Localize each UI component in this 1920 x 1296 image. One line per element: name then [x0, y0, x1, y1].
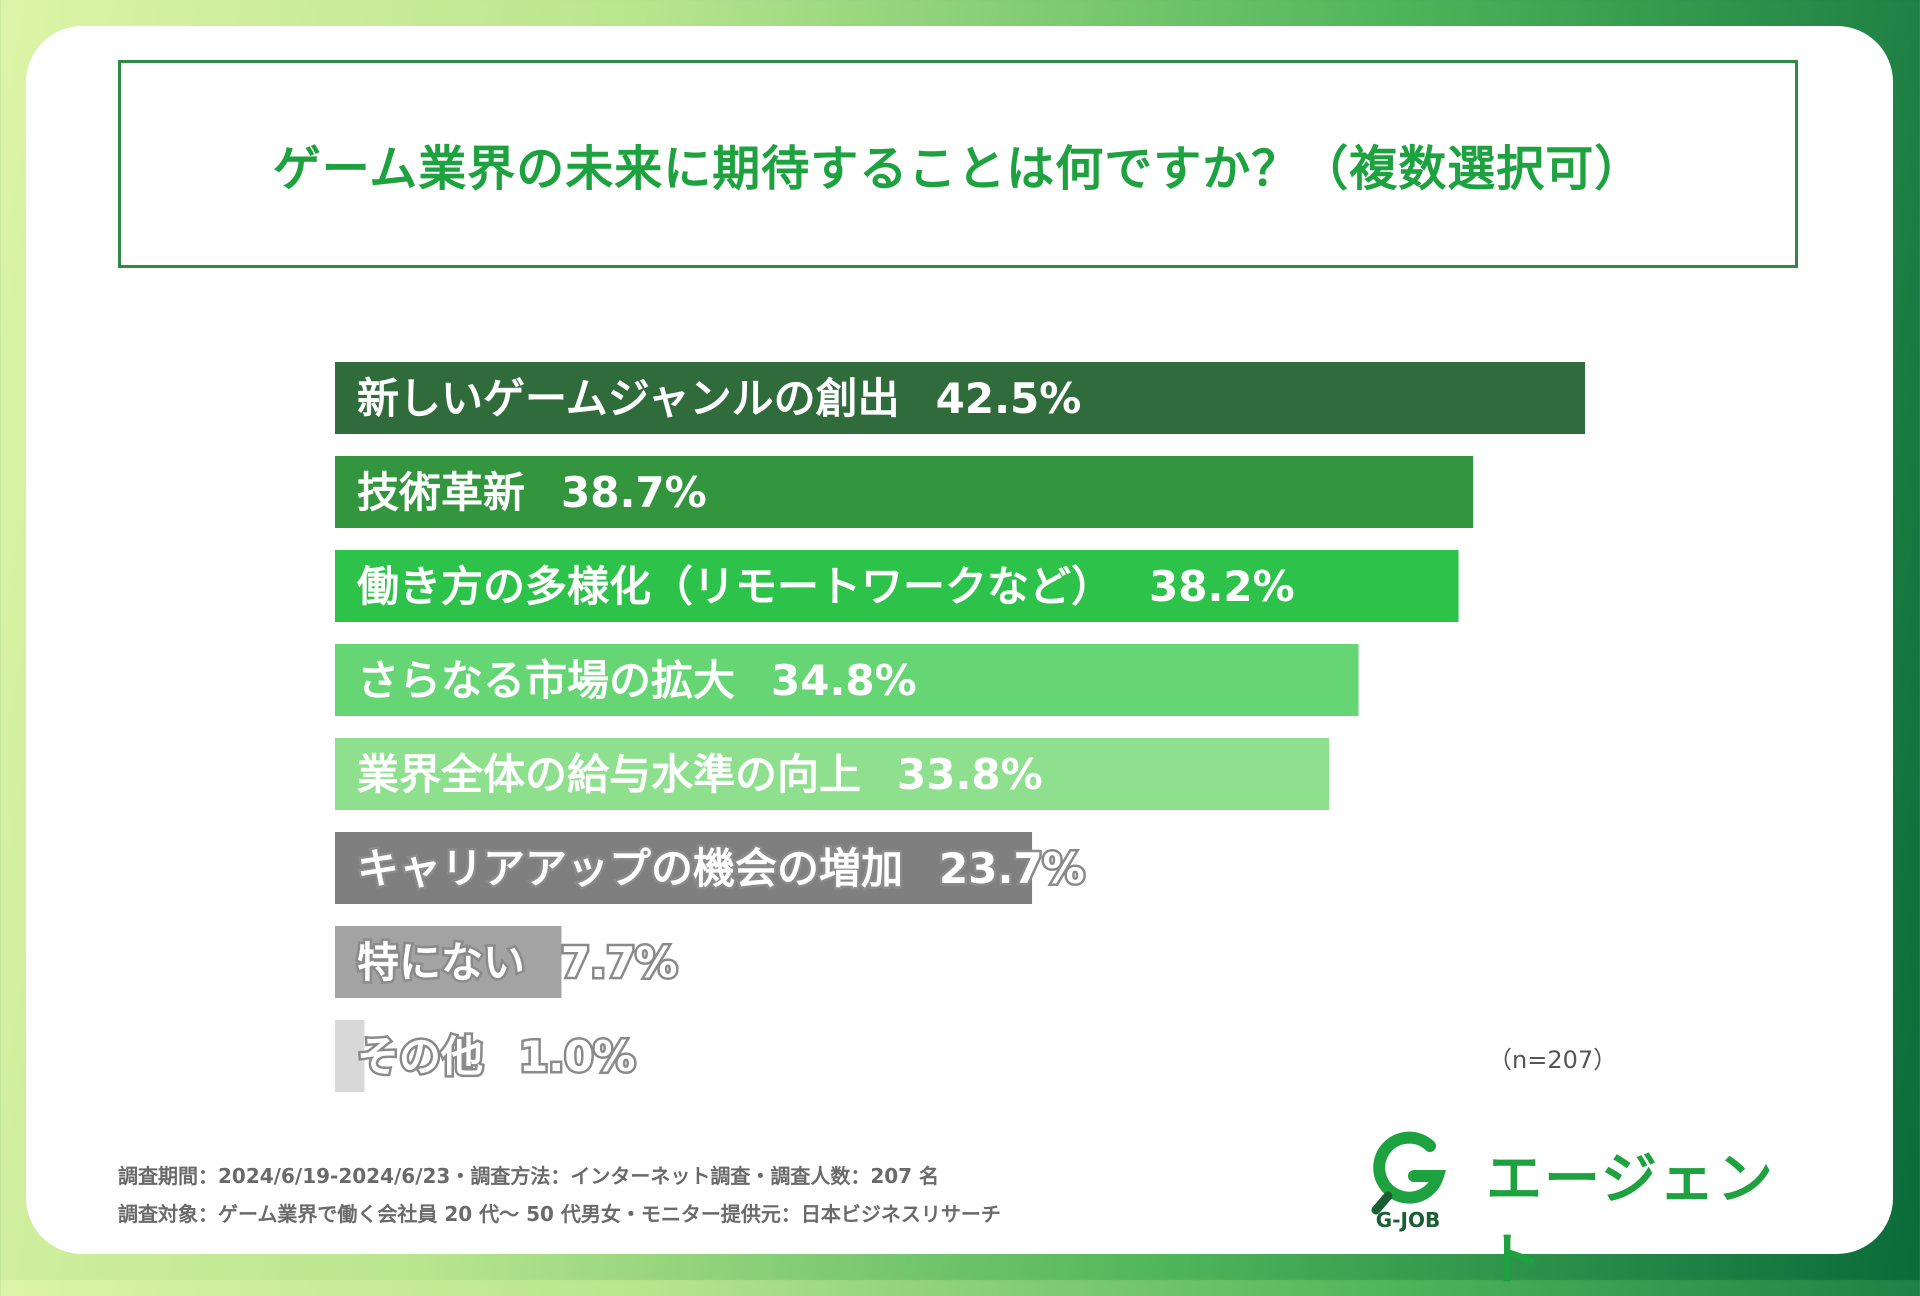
- bar-category-label-7: 特にない: [357, 938, 525, 987]
- bar-category-label-2: 技術革新: [357, 468, 525, 517]
- bar-value-label-3: 38.2%: [1149, 562, 1295, 611]
- bar-7: [335, 926, 562, 998]
- sample-size-label: （n=207）: [1488, 1046, 1618, 1074]
- bar-3: [335, 550, 1459, 622]
- bar-category-label-1: 新しいゲームジャンルの創出: [357, 374, 900, 423]
- footnote-survey-period: 調査期間：2024/6/19-2024/6/23・調査方法：インターネット調査・…: [118, 1164, 940, 1188]
- bar-value-label-5: 33.8%: [897, 750, 1043, 799]
- page-title: ゲーム業界の未来に期待することは何ですか？（複数選択可）: [272, 141, 1644, 197]
- bar-8: [335, 1020, 365, 1092]
- logo: G-JOB エージェント: [1368, 1124, 1808, 1293]
- logo-subtitle: G-JOB: [1375, 1208, 1441, 1232]
- bar-category-label-5: 業界全体の給与水準の向上: [357, 750, 861, 799]
- bar-category-label-6: キャリアアップの機会の増加: [357, 844, 903, 893]
- bar-4: [335, 644, 1359, 716]
- bar-value-label-4: 34.8%: [771, 656, 917, 705]
- title-box: ゲーム業界の未来に期待することは何ですか？（複数選択可）: [118, 60, 1798, 268]
- bar-value-label-1: 42.5%: [936, 374, 1082, 423]
- bar-1: [335, 362, 1585, 434]
- bar-2: [335, 456, 1474, 528]
- bar-value-label-8: 1.0%: [519, 1032, 635, 1081]
- logo-text: エージェント: [1486, 1147, 1775, 1293]
- bar-category-label-3: 働き方の多様化（リモートワークなど）: [357, 562, 1113, 611]
- g-magnifier-icon: [1371, 1131, 1447, 1215]
- bar-5: [335, 738, 1330, 810]
- footnote-survey-target: 調査対象：ゲーム業界で働く会社員 20 代〜 50 代男女・モニター提供元：日本…: [118, 1202, 1001, 1226]
- bar-category-label-4: さらなる市場の拡大: [357, 656, 735, 705]
- bar-6: [335, 832, 1033, 904]
- bar-category-label-8: その他: [357, 1032, 483, 1081]
- bar-value-label-6: 23.7%: [939, 844, 1085, 893]
- bar-value-label-7: 7.7%: [561, 938, 677, 987]
- bar-value-label-2: 38.7%: [561, 468, 707, 517]
